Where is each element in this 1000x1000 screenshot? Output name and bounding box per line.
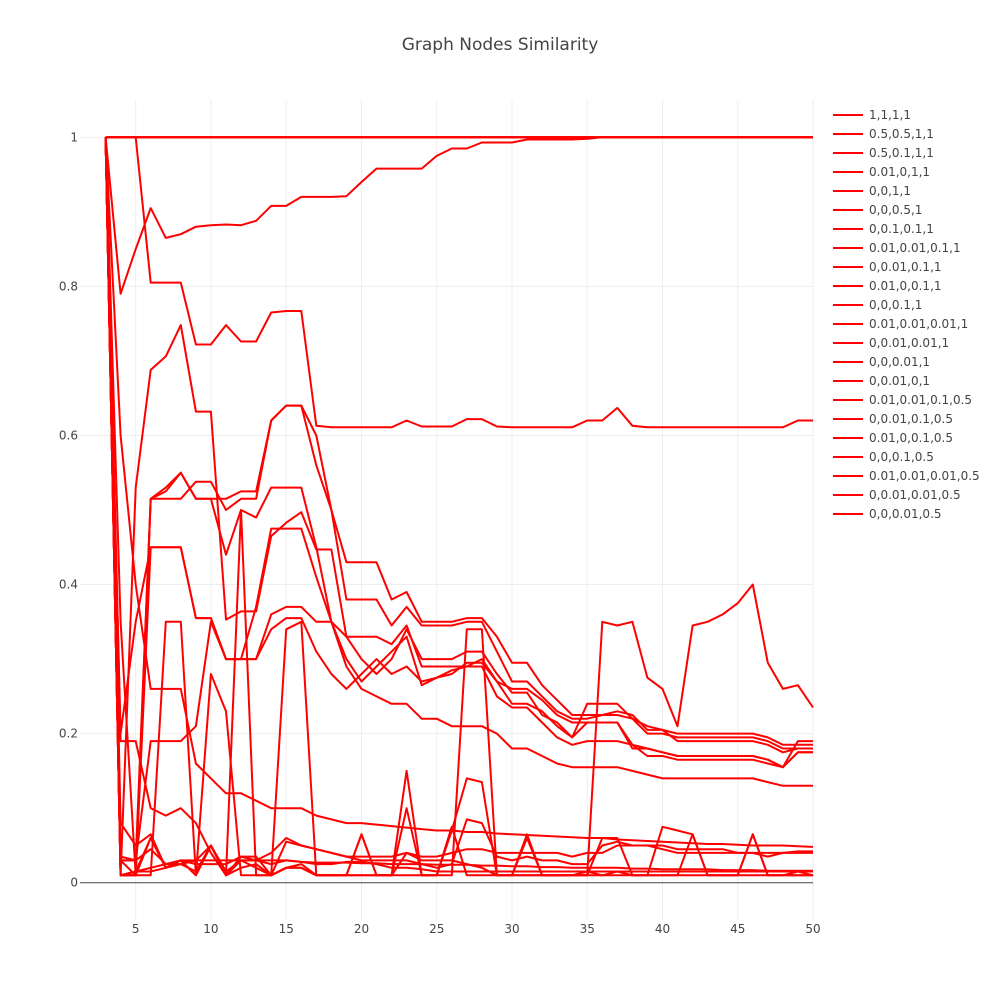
legend-label: 0.01,0,1,1 xyxy=(869,165,930,179)
series-line xyxy=(104,137,813,877)
legend: 1,1,1,1 0.5,0.5,1,1 0.5,0.1,1,1 0.01,0,1,1 0… xyxy=(833,108,980,521)
chart-title: Graph Nodes Similarity xyxy=(402,35,599,55)
series-line xyxy=(104,137,813,877)
legend-label: 0,0.1,0.1,1 xyxy=(869,222,934,236)
x-tick-label: 40 xyxy=(655,922,670,936)
legend-item[interactable]: 1,1,1,1 xyxy=(833,108,911,122)
x-tick-label: 25 xyxy=(429,922,444,936)
gridlines xyxy=(80,100,814,920)
legend-label: 0,0.01,0.01,0.5 xyxy=(869,488,961,502)
legend-item[interactable]: 0.01,0.01,0.1,0.5 xyxy=(833,393,972,407)
x-tick-label: 30 xyxy=(504,922,519,936)
legend-item[interactable]: 0,0.01,0.01,1 xyxy=(833,336,949,350)
legend-item[interactable]: 0,0.01,0.1,1 xyxy=(833,260,942,274)
legend-item[interactable]: 0.01,0,0.1,1 xyxy=(833,279,942,293)
x-tick-label: 10 xyxy=(203,922,218,936)
legend-label: 0,0,1,1 xyxy=(869,184,911,198)
legend-item[interactable]: 0,0.1,0.1,1 xyxy=(833,222,934,236)
legend-label: 0,0,0.1,1 xyxy=(869,298,922,312)
series-line xyxy=(104,137,813,877)
series-line xyxy=(104,137,813,877)
y-tick-label: 0.8 xyxy=(59,279,78,293)
series-line xyxy=(104,137,813,877)
series-line xyxy=(104,137,813,862)
legend-item[interactable]: 0,0,0.1,1 xyxy=(833,298,922,312)
x-tick-label: 50 xyxy=(805,922,820,936)
legend-item[interactable]: 0,0,0.01,0.5 xyxy=(833,507,942,521)
legend-item[interactable]: 0,0.01,0.1,0.5 xyxy=(833,412,953,426)
series-lines xyxy=(104,136,814,877)
series-line xyxy=(104,137,813,877)
legend-item[interactable]: 0,0,0.01,1 xyxy=(833,355,930,369)
legend-label: 0,0,0.01,0.5 xyxy=(869,507,942,521)
legend-label: 0.01,0.01,0.1,1 xyxy=(869,241,961,255)
legend-label: 0.01,0,0.1,0.5 xyxy=(869,431,953,445)
legend-item[interactable]: 0,0.01,0,1 xyxy=(833,374,930,388)
x-tick-label: 35 xyxy=(580,922,595,936)
legend-item[interactable]: 0.01,0,1,1 xyxy=(833,165,930,179)
legend-label: 0,0,0.5,1 xyxy=(869,203,922,217)
legend-item[interactable]: 0.01,0.01,0.1,1 xyxy=(833,241,961,255)
y-tick-label: 0.6 xyxy=(59,428,78,442)
legend-item[interactable]: 0.01,0.01,0.01,1 xyxy=(833,317,968,331)
series-line xyxy=(104,137,814,877)
x-tick-label: 5 xyxy=(132,922,140,936)
y-tick-label: 1 xyxy=(70,130,78,144)
x-tick-label: 45 xyxy=(730,922,745,936)
legend-label: 1,1,1,1 xyxy=(869,108,911,122)
legend-label: 0.01,0,0.1,1 xyxy=(869,279,942,293)
axes: 5 10 15 20 25 30 35 40 45 50 0 0.2 0.4 0.6 0.8 1 xyxy=(59,130,821,936)
legend-label: 0,0,0.01,1 xyxy=(869,355,930,369)
series-line xyxy=(104,136,813,295)
legend-label: 0,0.01,0.01,1 xyxy=(869,336,949,350)
series-line xyxy=(104,137,813,877)
legend-label: 0.01,0.01,0.01,0.5 xyxy=(869,469,980,483)
legend-label: 0,0.01,0.1,0.5 xyxy=(869,412,953,426)
legend-item[interactable]: 0,0.01,0.01,0.5 xyxy=(833,488,961,502)
x-tick-label: 15 xyxy=(279,922,294,936)
y-tick-label: 0 xyxy=(70,876,78,890)
series-line xyxy=(104,137,813,787)
y-tick-label: 0.4 xyxy=(59,578,78,592)
series-line xyxy=(105,136,813,429)
legend-item[interactable]: 0.5,0.1,1,1 xyxy=(833,146,934,160)
legend-item[interactable]: 0.01,0.01,0.01,0.5 xyxy=(833,469,980,483)
series-line xyxy=(104,137,813,877)
legend-label: 0,0.01,0.1,1 xyxy=(869,260,942,274)
y-tick-label: 0.2 xyxy=(59,727,78,741)
legend-item[interactable]: 0,0,1,1 xyxy=(833,184,911,198)
legend-label: 0.5,0.1,1,1 xyxy=(869,146,934,160)
legend-label: 0.01,0.01,0.01,1 xyxy=(869,317,968,331)
legend-item[interactable]: 0,0,0.5,1 xyxy=(833,203,922,217)
legend-label: 0,0,0.1,0.5 xyxy=(869,450,934,464)
x-tick-label: 20 xyxy=(354,922,369,936)
legend-label: 0.5,0.5,1,1 xyxy=(869,127,934,141)
legend-item[interactable]: 0.01,0,0.1,0.5 xyxy=(833,431,953,445)
legend-item[interactable]: 0.5,0.5,1,1 xyxy=(833,127,934,141)
legend-label: 0.01,0.01,0.1,0.5 xyxy=(869,393,972,407)
legend-label: 0,0.01,0,1 xyxy=(869,374,930,388)
legend-item[interactable]: 0,0,0.1,0.5 xyxy=(833,450,934,464)
